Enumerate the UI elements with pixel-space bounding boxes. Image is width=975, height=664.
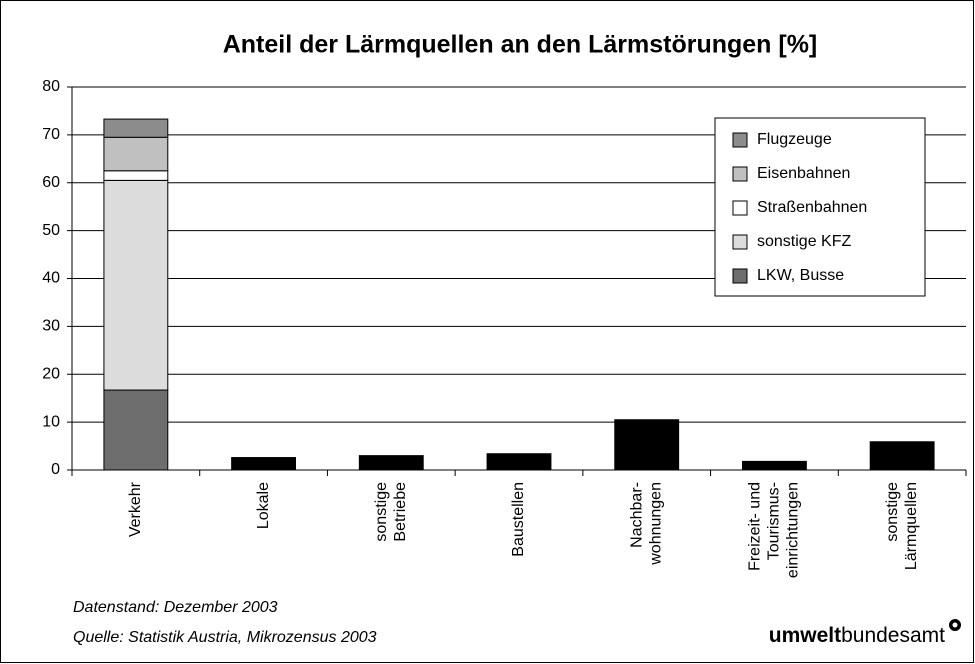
chart-title: Anteil der Lärmquellen an den Lärmstörun… <box>223 31 818 59</box>
x-tick-label: Verkehr <box>127 481 144 537</box>
y-tick-label: 0 <box>51 461 60 478</box>
bar-segment <box>742 460 807 471</box>
bar-segment <box>103 118 169 138</box>
y-tick-label: 20 <box>42 365 60 382</box>
bar-segment <box>103 389 169 471</box>
bar-segment <box>869 441 935 471</box>
y-tick-label: 40 <box>42 270 60 287</box>
logo: umweltbundesamt <box>769 624 945 647</box>
logo-icon <box>952 622 958 628</box>
legend-label: Flugzeuge <box>757 131 832 148</box>
y-tick-label: 30 <box>42 318 60 335</box>
bar-segment <box>486 453 552 471</box>
x-tick-label: sonstige <box>884 482 901 542</box>
legend-swatch <box>732 200 748 216</box>
legend-box <box>714 117 926 297</box>
x-tick-label: wohnungen <box>647 482 664 566</box>
x-tick-label: Freizeit- und <box>747 482 764 571</box>
note: Datenstand: Dezember 2003 <box>73 599 278 616</box>
bar-segment <box>614 419 680 471</box>
logo-bold: umwelt <box>769 624 841 647</box>
bar-segment <box>358 455 424 471</box>
bar-segment <box>103 136 169 172</box>
x-tick-label: sonstige <box>373 482 390 542</box>
legend-label: Straßenbahnen <box>757 199 867 216</box>
y-tick-label: 70 <box>42 126 60 143</box>
x-tick-label: Lärmquellen <box>903 482 920 570</box>
y-tick-label: 80 <box>42 78 60 95</box>
x-tick-label: Betriebe <box>392 482 409 542</box>
legend-swatch <box>732 166 748 182</box>
x-tick-label: Tourismus- <box>766 482 783 560</box>
x-tick-label: Baustellen <box>510 482 527 557</box>
legend-label: Eisenbahnen <box>757 165 850 182</box>
note: Quelle: Statistik Austria, Mikrozensus 2… <box>73 629 377 646</box>
bar-segment <box>103 179 169 391</box>
legend-swatch <box>732 268 748 284</box>
bar-segment <box>231 457 296 471</box>
legend-label: LKW, Busse <box>757 267 844 284</box>
legend-swatch <box>732 234 748 250</box>
y-tick-label: 60 <box>42 174 60 191</box>
bar-segment <box>103 170 169 181</box>
y-tick-label: 10 <box>42 413 60 430</box>
x-tick-label: einrichtungen <box>785 482 802 578</box>
legend-swatch <box>732 132 748 148</box>
legend-label: sonstige KFZ <box>757 233 851 250</box>
x-tick-label: Nachbar- <box>628 482 645 548</box>
logo-regular: bundesamt <box>841 624 945 647</box>
y-tick-label: 50 <box>42 222 60 239</box>
x-tick-label: Lokale <box>255 482 272 529</box>
